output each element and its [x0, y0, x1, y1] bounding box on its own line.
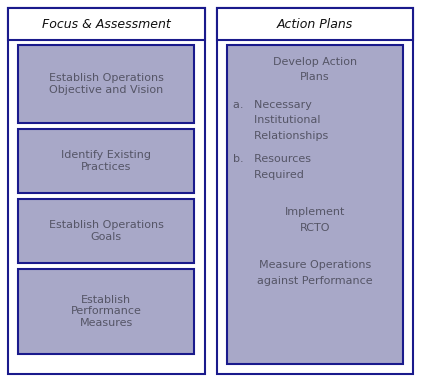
FancyBboxPatch shape [18, 129, 195, 193]
Text: Implement: Implement [285, 207, 345, 217]
Text: against Performance: against Performance [257, 276, 373, 286]
FancyBboxPatch shape [18, 45, 195, 123]
FancyBboxPatch shape [18, 199, 195, 263]
Text: Establish
Performance
Measures: Establish Performance Measures [71, 295, 142, 328]
Text: Identify Existing
Practices: Identify Existing Practices [61, 150, 151, 172]
Text: Required: Required [232, 170, 304, 180]
Text: Establish Operations
Goals: Establish Operations Goals [49, 220, 164, 242]
FancyBboxPatch shape [18, 269, 195, 354]
Text: Develop Action: Develop Action [273, 57, 357, 67]
Text: Focus & Assessment: Focus & Assessment [42, 18, 171, 31]
Text: Action Plans: Action Plans [277, 18, 353, 31]
Text: Establish Operations
Objective and Vision: Establish Operations Objective and Visio… [49, 73, 164, 95]
FancyBboxPatch shape [8, 8, 205, 374]
Text: Relationships: Relationships [232, 131, 328, 141]
FancyBboxPatch shape [226, 45, 403, 364]
FancyBboxPatch shape [216, 8, 413, 40]
Text: Institutional: Institutional [232, 115, 320, 126]
FancyBboxPatch shape [216, 8, 413, 374]
Text: b.   Resources: b. Resources [232, 154, 311, 165]
Text: Plans: Plans [300, 73, 330, 83]
Text: Measure Operations: Measure Operations [258, 261, 371, 270]
Text: RCTO: RCTO [299, 223, 330, 233]
FancyBboxPatch shape [8, 8, 205, 40]
Text: a.   Necessary: a. Necessary [232, 100, 312, 110]
